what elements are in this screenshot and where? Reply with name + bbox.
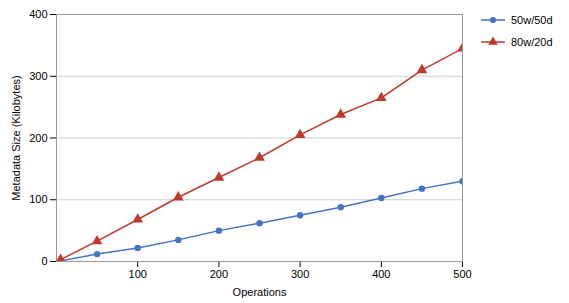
svg-text:200: 200	[210, 268, 228, 280]
html-text:80w/20d: 80w/20d	[511, 36, 553, 48]
svg-text:0: 0	[41, 255, 47, 267]
svg-text:100: 100	[129, 268, 147, 280]
svg-text:100: 100	[29, 193, 47, 205]
svg-text:Metadata Size (Kilobytes): Metadata Size (Kilobytes)	[10, 75, 22, 200]
svg-text:Operations: Operations	[233, 286, 287, 298]
svg-text:300: 300	[291, 268, 309, 280]
svg-text:500: 500	[453, 268, 471, 280]
svg-text:200: 200	[29, 132, 47, 144]
svg-text:300: 300	[29, 70, 47, 82]
svg-text:400: 400	[29, 8, 47, 20]
svg-text:400: 400	[372, 268, 390, 280]
html-text:50w/50d: 50w/50d	[511, 14, 553, 26]
